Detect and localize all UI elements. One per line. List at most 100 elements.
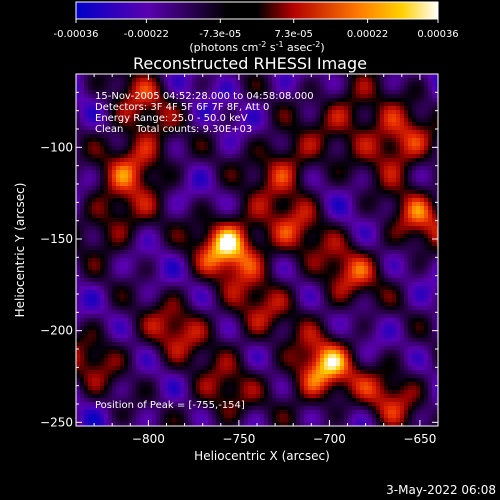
heatmap-cell — [168, 126, 172, 130]
heatmap-cell — [160, 214, 164, 218]
heatmap-cell — [360, 210, 364, 214]
heatmap-cell — [436, 134, 438, 138]
heatmap-cell — [144, 214, 148, 218]
heatmap-cell — [336, 234, 340, 238]
heatmap-cell — [80, 214, 84, 218]
heatmap-cell — [176, 138, 180, 142]
heatmap-cell — [364, 226, 368, 230]
heatmap-cell — [372, 138, 376, 142]
heatmap-cell — [88, 94, 92, 98]
heatmap-cell — [364, 134, 368, 138]
heatmap-cell — [316, 82, 320, 86]
heatmap-cell — [176, 134, 180, 138]
heatmap-cell — [296, 174, 300, 178]
heatmap-cell — [128, 110, 132, 114]
heatmap-cell — [92, 282, 96, 286]
heatmap-cell — [380, 258, 384, 262]
heatmap-cell — [184, 250, 188, 254]
heatmap-cell — [344, 82, 348, 86]
heatmap-cell — [240, 202, 244, 206]
heatmap-cell — [308, 194, 312, 198]
heatmap-cell — [264, 134, 268, 138]
heatmap-cell — [112, 242, 116, 246]
heatmap-cell — [252, 194, 256, 198]
heatmap-cell — [152, 262, 156, 266]
heatmap-cell — [80, 218, 84, 222]
heatmap-cell — [304, 166, 308, 170]
heatmap-cell — [156, 158, 160, 162]
heatmap-cell — [104, 146, 108, 150]
heatmap-cell — [340, 146, 344, 150]
heatmap-cell — [396, 166, 400, 170]
heatmap-cell — [136, 206, 140, 210]
heatmap-cell — [372, 250, 376, 254]
heatmap-cell — [428, 258, 432, 262]
heatmap-cell — [300, 118, 304, 122]
heatmap-cell — [272, 206, 276, 210]
heatmap-cell — [400, 170, 404, 174]
heatmap-cell — [296, 234, 300, 238]
heatmap-cell — [356, 90, 360, 94]
heatmap-cell — [236, 82, 240, 86]
heatmap-cell — [204, 110, 208, 114]
heatmap-cell — [360, 82, 364, 86]
heatmap-cell — [184, 282, 188, 286]
heatmap-cell — [200, 246, 204, 250]
heatmap-cell — [416, 114, 420, 118]
heatmap-cell — [328, 114, 332, 118]
heatmap-cell — [280, 98, 284, 102]
heatmap-cell — [216, 122, 220, 126]
heatmap-cell — [228, 218, 232, 222]
heatmap-cell — [160, 278, 164, 282]
heatmap-cell — [84, 258, 88, 262]
heatmap-cell — [244, 278, 248, 282]
heatmap-cell — [216, 258, 220, 262]
heatmap-cell — [196, 186, 200, 190]
heatmap-cell — [372, 114, 376, 118]
heatmap-cell — [276, 114, 280, 118]
heatmap-cell — [92, 226, 96, 230]
heatmap-cell — [76, 286, 80, 290]
heatmap-cell — [152, 110, 156, 114]
heatmap-cell — [356, 238, 360, 242]
heatmap-cell — [248, 258, 252, 262]
heatmap-cell — [328, 290, 332, 294]
heatmap-cell — [284, 170, 288, 174]
heatmap-cell — [412, 94, 416, 98]
heatmap-cell — [328, 74, 332, 78]
heatmap-cell — [208, 134, 212, 138]
heatmap-cell — [176, 162, 180, 166]
heatmap-cell — [268, 258, 272, 262]
heatmap-cell — [196, 138, 200, 142]
heatmap-cell — [100, 138, 104, 142]
heatmap-cell — [84, 166, 88, 170]
heatmap-cell — [432, 170, 436, 174]
heatmap-cell — [284, 290, 288, 294]
heatmap-cell — [268, 162, 272, 166]
heatmap-cell — [384, 266, 388, 270]
heatmap-cell — [200, 114, 204, 118]
heatmap-cell — [268, 234, 272, 238]
heatmap-cell — [356, 106, 360, 110]
heatmap-cell — [416, 198, 420, 202]
heatmap-cell — [80, 182, 84, 186]
heatmap-cell — [304, 278, 308, 282]
heatmap-cell — [156, 242, 160, 246]
heatmap-cell — [152, 142, 156, 146]
heatmap-cell — [344, 98, 348, 102]
heatmap-cell — [172, 122, 176, 126]
heatmap-cell — [392, 222, 396, 226]
heatmap-cell — [268, 250, 272, 254]
heatmap-cell — [212, 134, 216, 138]
heatmap-cell — [228, 158, 232, 162]
heatmap-cell — [236, 214, 240, 218]
heatmap-cell — [252, 234, 256, 238]
heatmap-cell — [372, 274, 376, 278]
heatmap-cell — [256, 234, 260, 238]
heatmap-cell — [336, 130, 340, 134]
heatmap-cell — [200, 254, 204, 258]
heatmap-cell — [404, 226, 408, 230]
heatmap-cell — [224, 118, 228, 122]
heatmap-cell — [380, 102, 384, 106]
heatmap-cell — [388, 166, 392, 170]
